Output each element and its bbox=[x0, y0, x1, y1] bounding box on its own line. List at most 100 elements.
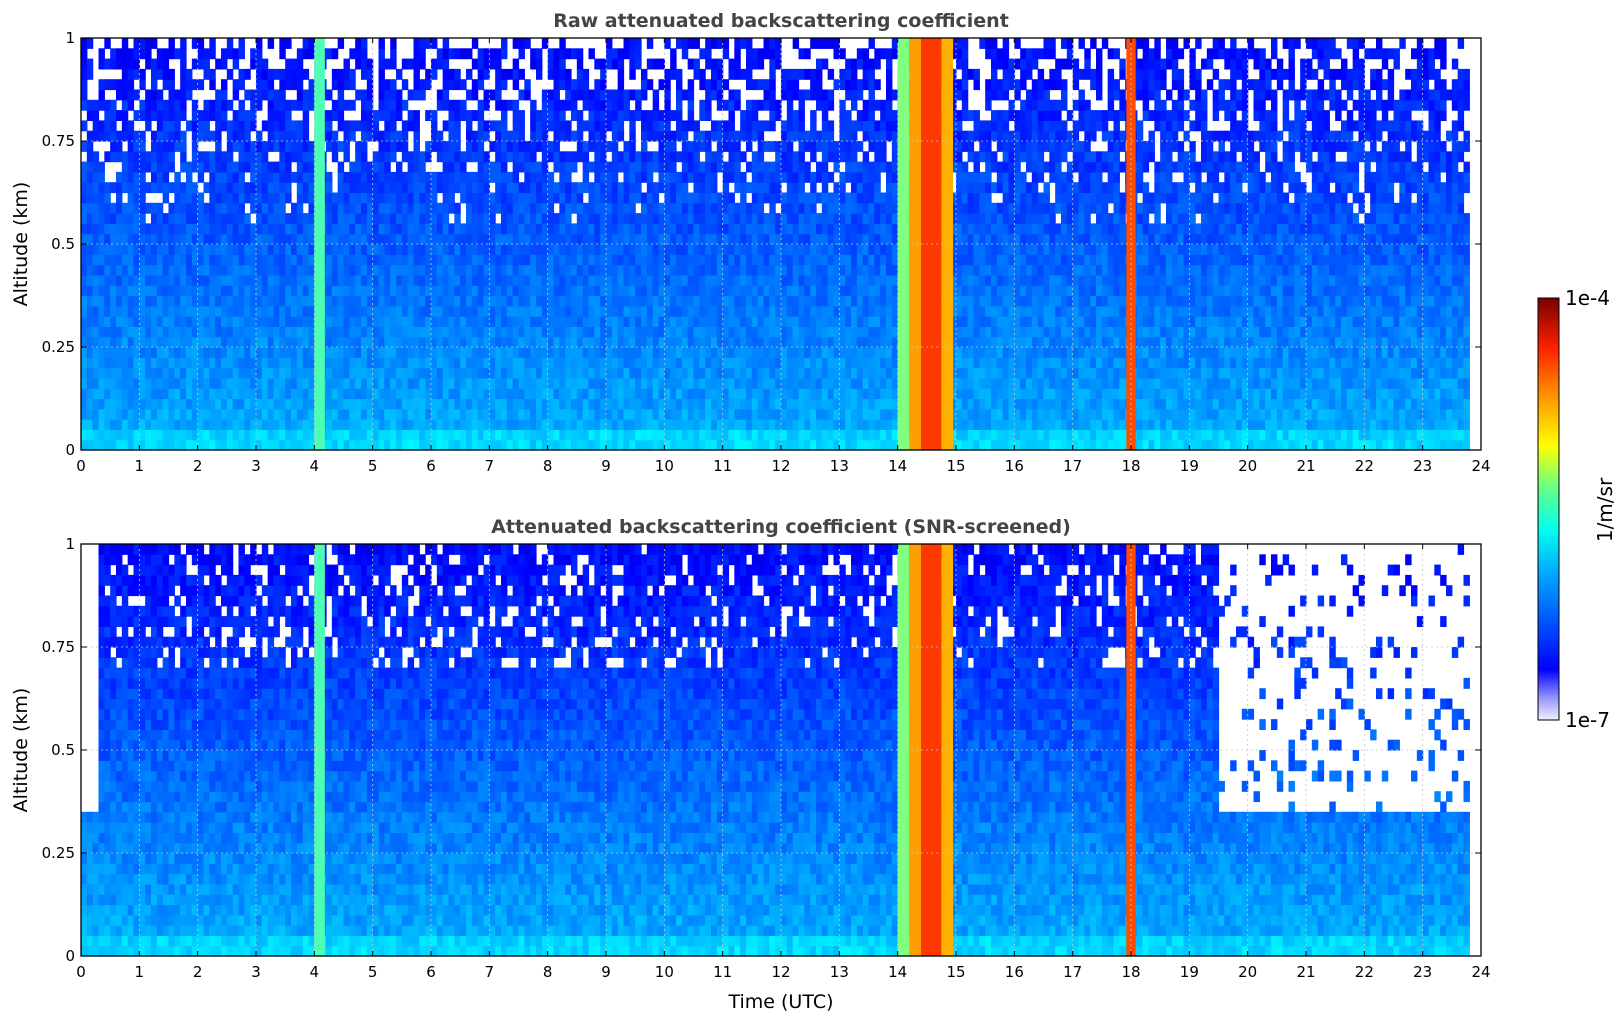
heatmap-cell bbox=[355, 38, 361, 49]
heatmap-cell bbox=[87, 388, 93, 399]
heatmap-cell bbox=[886, 193, 892, 204]
heatmap-cell bbox=[729, 162, 735, 173]
heatmap-cell bbox=[279, 254, 285, 265]
heatmap-cell bbox=[174, 440, 180, 451]
heatmap-cell bbox=[787, 296, 793, 307]
heatmap-cell bbox=[384, 203, 390, 214]
heatmap-cell bbox=[624, 213, 630, 224]
heatmap-cell bbox=[449, 337, 455, 348]
heatmap-cell bbox=[781, 223, 787, 234]
heatmap-cell bbox=[93, 223, 99, 234]
heatmap-cell bbox=[408, 296, 414, 307]
heatmap-cell bbox=[594, 296, 600, 307]
heatmap-cell bbox=[297, 182, 303, 193]
heatmap-cell bbox=[828, 69, 834, 80]
heatmap-cell bbox=[583, 275, 589, 286]
heatmap-cell bbox=[863, 162, 869, 173]
heatmap-cell bbox=[110, 100, 116, 111]
heatmap-cell bbox=[198, 110, 204, 121]
heatmap-cell bbox=[699, 254, 705, 265]
heatmap-cell bbox=[478, 182, 484, 193]
heatmap-cell bbox=[279, 388, 285, 399]
heatmap-cell bbox=[285, 316, 291, 327]
heatmap-cell bbox=[355, 120, 361, 131]
heatmap-cell bbox=[839, 296, 845, 307]
heatmap-cell bbox=[793, 203, 799, 214]
heatmap-cell bbox=[349, 275, 355, 286]
heatmap-cell bbox=[554, 213, 560, 224]
heatmap-cell bbox=[530, 182, 536, 193]
heatmap-cell bbox=[822, 265, 828, 276]
heatmap-cell bbox=[180, 182, 186, 193]
heatmap-cell bbox=[256, 141, 262, 152]
heatmap-cell bbox=[880, 265, 886, 276]
heatmap-cell bbox=[694, 306, 700, 317]
heatmap-cell bbox=[151, 100, 157, 111]
heatmap-cell bbox=[419, 90, 425, 101]
heatmap-cell bbox=[769, 357, 775, 368]
heatmap-cell bbox=[379, 141, 385, 152]
heatmap-cell bbox=[816, 285, 822, 296]
heatmap-cell bbox=[81, 38, 87, 49]
heatmap-cell bbox=[355, 306, 361, 317]
heatmap-cell bbox=[104, 429, 110, 440]
heatmap-cell bbox=[851, 182, 857, 193]
heatmap-cell bbox=[769, 69, 775, 80]
heatmap-cell bbox=[857, 399, 863, 410]
heatmap-cell bbox=[256, 203, 262, 214]
heatmap-cell bbox=[711, 69, 717, 80]
heatmap-cell bbox=[157, 234, 163, 245]
heatmap-cell bbox=[851, 316, 857, 327]
heatmap-cell bbox=[221, 378, 227, 389]
heatmap-cell bbox=[501, 285, 507, 296]
heatmap-cell bbox=[128, 316, 134, 327]
heatmap-cell bbox=[122, 368, 128, 379]
heatmap-cell bbox=[746, 368, 752, 379]
heatmap-cell bbox=[869, 110, 875, 121]
heatmap-cell bbox=[268, 429, 274, 440]
heatmap-cell bbox=[799, 131, 805, 142]
heatmap-cell bbox=[87, 296, 93, 307]
heatmap-cell bbox=[285, 285, 291, 296]
heatmap-cell bbox=[583, 419, 589, 430]
heatmap-cell bbox=[174, 388, 180, 399]
heatmap-cell bbox=[670, 347, 676, 358]
heatmap-cell bbox=[530, 409, 536, 420]
heatmap-cell bbox=[501, 172, 507, 183]
heatmap-cell bbox=[204, 409, 210, 420]
heatmap-cell bbox=[682, 131, 688, 142]
heatmap-cell bbox=[163, 440, 169, 451]
heatmap-cell bbox=[239, 378, 245, 389]
heatmap-cell bbox=[174, 203, 180, 214]
heatmap-cell bbox=[221, 110, 227, 121]
heatmap-cell bbox=[694, 254, 700, 265]
heatmap-cell bbox=[209, 254, 215, 265]
heatmap-cell bbox=[110, 59, 116, 70]
heatmap-cell bbox=[641, 79, 647, 90]
heatmap-cell bbox=[122, 69, 128, 80]
heatmap-cell bbox=[501, 100, 507, 111]
heatmap-cell bbox=[81, 419, 87, 430]
heatmap-cell bbox=[618, 368, 624, 379]
heatmap-cell bbox=[699, 213, 705, 224]
heatmap-cell bbox=[635, 275, 641, 286]
heatmap-cell bbox=[355, 337, 361, 348]
heatmap-cell bbox=[699, 69, 705, 80]
heatmap-cell bbox=[81, 337, 87, 348]
heatmap-cell bbox=[449, 182, 455, 193]
heatmap-cell bbox=[484, 316, 490, 327]
heatmap-cell bbox=[507, 141, 513, 152]
heatmap-cell bbox=[151, 162, 157, 173]
heatmap-cell bbox=[204, 368, 210, 379]
heatmap-cell bbox=[851, 151, 857, 162]
heatmap-cell bbox=[81, 90, 87, 101]
heatmap-cell bbox=[163, 254, 169, 265]
heatmap-cell bbox=[256, 316, 262, 327]
heatmap-cell bbox=[279, 234, 285, 245]
heatmap-cell bbox=[244, 234, 250, 245]
heatmap-cell bbox=[256, 38, 262, 49]
heatmap-cell bbox=[577, 120, 583, 131]
heatmap-cell bbox=[332, 440, 338, 451]
heatmap-cell bbox=[431, 141, 437, 152]
heatmap-cell bbox=[664, 162, 670, 173]
